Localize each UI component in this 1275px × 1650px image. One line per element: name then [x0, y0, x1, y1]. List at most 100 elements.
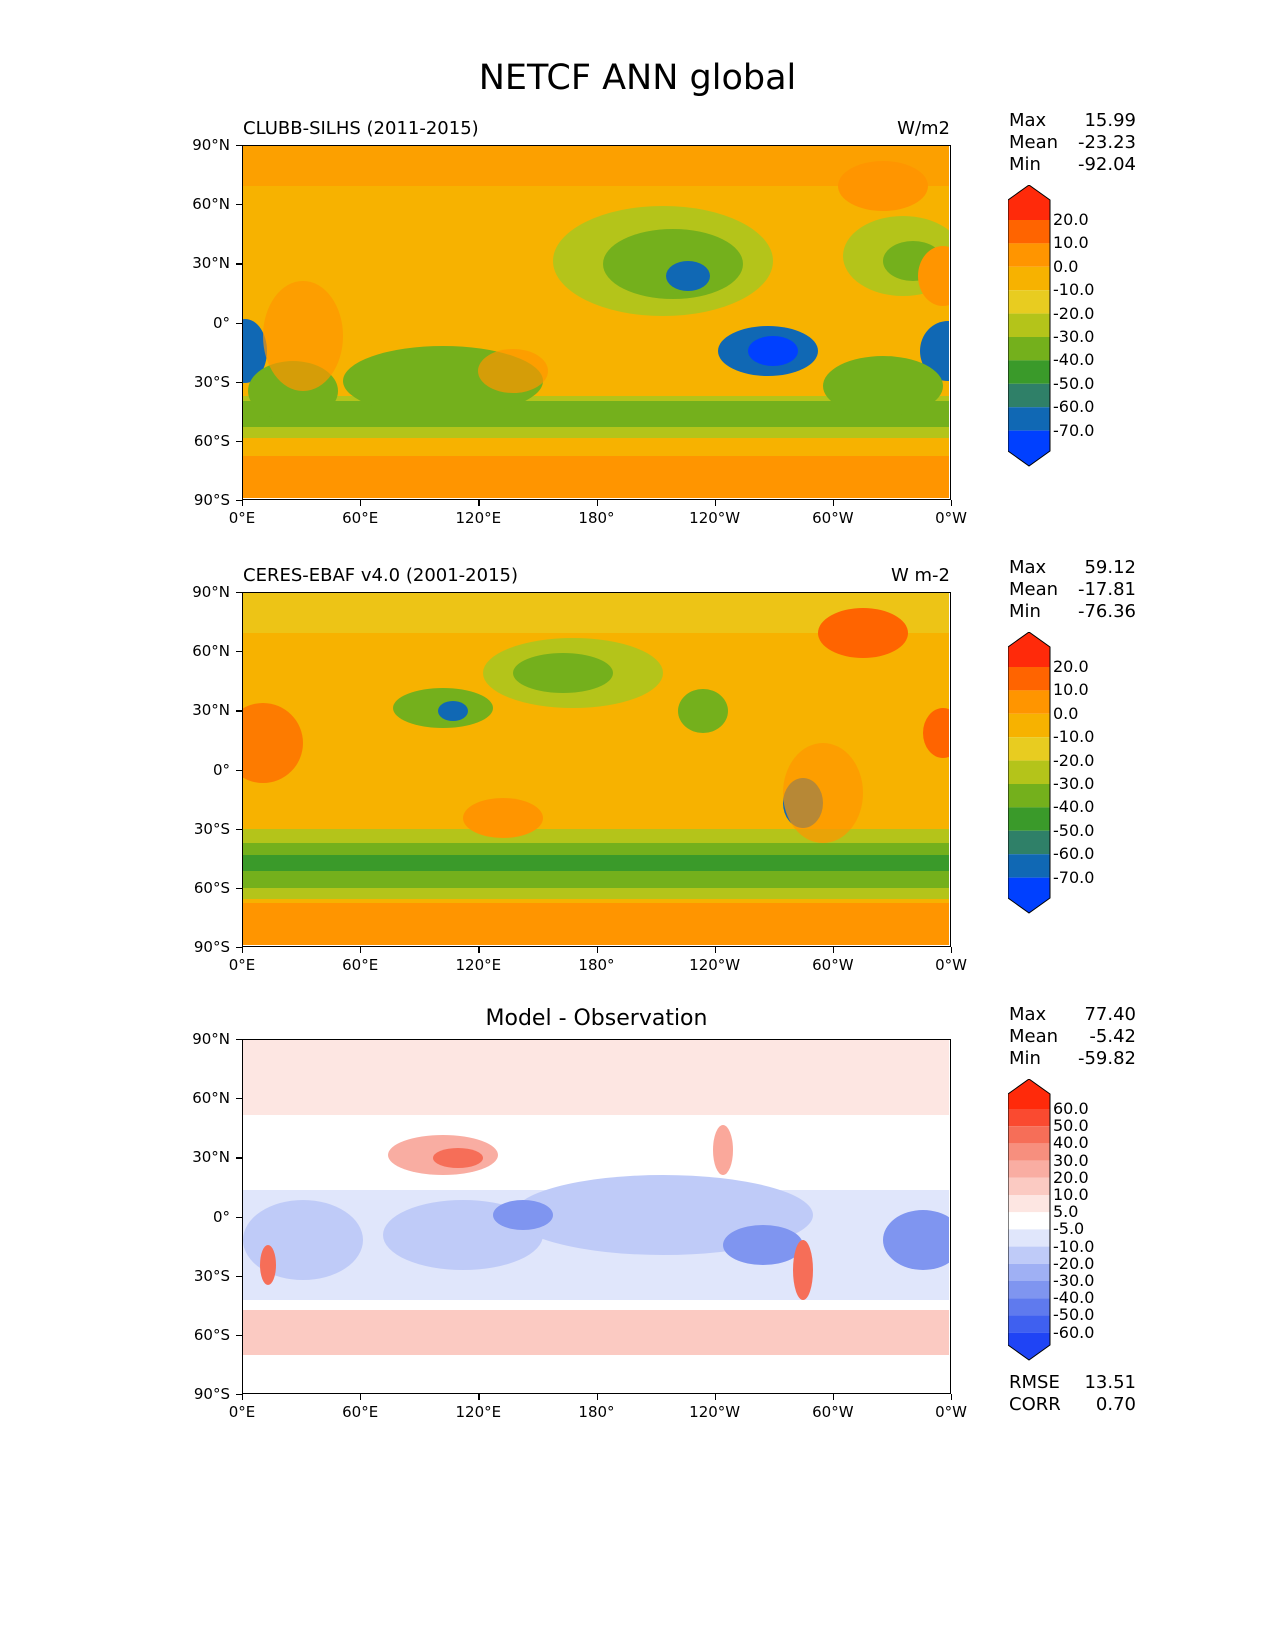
- stat-row: RMSE 13.51: [1009, 1372, 1136, 1394]
- lat-tick: [236, 1039, 242, 1041]
- lon-tick: [478, 1394, 480, 1400]
- lat-tick: [236, 381, 242, 383]
- stat-label: Min: [1009, 1048, 1041, 1069]
- stat-row: CORR 0.70: [1009, 1394, 1136, 1416]
- lon-tick: [714, 1394, 716, 1400]
- lat-tick-label: 30°N: [192, 1148, 230, 1167]
- lat-tick-label: 60°S: [193, 431, 230, 450]
- lat-tick: [236, 1394, 242, 1396]
- lat-tick-label: 90°N: [192, 1030, 230, 1048]
- lon-tick-label: 120°W: [689, 956, 741, 974]
- colorbar-level-label: 30.0: [1053, 1150, 1089, 1170]
- lat-tick-label: 90°N: [192, 136, 230, 154]
- lon-tick: [714, 947, 716, 953]
- colorbar-level-label: 50.0: [1053, 1116, 1089, 1136]
- stat-value: -92.04: [1077, 154, 1136, 175]
- lon-tick-label: 0°W: [935, 1403, 967, 1421]
- lat-tick-label: 30°S: [193, 1266, 230, 1285]
- lon-tick-label: 180°: [578, 509, 615, 527]
- lat-tick: [236, 500, 242, 502]
- lon-tick: [360, 500, 362, 506]
- colorbar-level-label: -10.0: [1053, 1236, 1095, 1256]
- panel3-rmse-corr: RMSE 13.51 CORR 0.70: [1009, 1372, 1136, 1416]
- lat-tick: [236, 440, 242, 443]
- colorbar-level-label: -50.0: [1053, 1305, 1095, 1325]
- stat-value: -5.42: [1089, 1026, 1136, 1047]
- lat-tick: [236, 204, 242, 206]
- lon-tick-label: 0°E: [228, 1403, 256, 1421]
- lon-tick-label: 0°W: [935, 509, 967, 527]
- lon-tick-label: 60°W: [812, 509, 854, 527]
- lat-tick: [236, 145, 242, 147]
- colorbar-level-label: -10.0: [1053, 280, 1095, 300]
- stat-label: Mean: [1009, 1026, 1059, 1047]
- stat-row: Mean -5.42: [1009, 1026, 1136, 1048]
- colorbar-level-label: 5.0: [1053, 1202, 1079, 1222]
- lat-tick-label: 30°N: [192, 254, 230, 273]
- stat-value: -17.81: [1077, 579, 1136, 600]
- lon-tick-label: 120°E: [455, 956, 502, 974]
- lon-tick-label: 60°E: [342, 1403, 379, 1421]
- lon-tick: [596, 500, 598, 506]
- colorbar-level-label: -30.0: [1053, 327, 1095, 346]
- panel2-map: [242, 592, 951, 947]
- lat-tick: [236, 710, 242, 712]
- colorbar-level-label: 20.0: [1053, 657, 1089, 676]
- stat-value: -59.82: [1077, 1048, 1136, 1069]
- stat-label: Mean: [1009, 132, 1059, 153]
- colorbar-level-label: -10.0: [1053, 727, 1095, 747]
- colorbar-level-label: 10.0: [1053, 1185, 1089, 1204]
- lat-tick: [236, 1334, 242, 1337]
- lon-tick: [360, 1394, 362, 1400]
- stat-label: Max: [1009, 557, 1047, 578]
- panel2-stats: Max 59.12 Mean -17.81 Min -76.36: [1009, 557, 1136, 623]
- stat-label: RMSE: [1009, 1372, 1060, 1393]
- stat-label: Mean: [1009, 579, 1059, 600]
- panel3-map: [242, 1039, 951, 1394]
- panel1-colorbar: [1007, 184, 1052, 471]
- lat-tick: [236, 263, 242, 265]
- lat-tick-label: 0°: [212, 760, 230, 779]
- stat-row: Min -76.36: [1009, 601, 1136, 623]
- lon-tick-label: 60°W: [812, 1403, 854, 1421]
- colorbar-level-label: 20.0: [1053, 1167, 1089, 1187]
- lat-tick-label: 90°S: [193, 938, 230, 956]
- lat-tick: [236, 592, 242, 594]
- colorbar-level-label: -5.0: [1053, 1219, 1085, 1239]
- panel2-units: W m-2: [890, 565, 950, 586]
- stat-row: Min -59.82: [1009, 1048, 1136, 1070]
- stat-row: Min -92.04: [1009, 154, 1136, 176]
- colorbar-level-label: -60.0: [1053, 844, 1095, 864]
- colorbar-level-label: 20.0: [1053, 210, 1089, 229]
- lon-tick: [478, 947, 480, 953]
- panel1-map: [242, 145, 951, 500]
- lat-tick: [236, 828, 242, 830]
- lon-tick: [714, 500, 716, 506]
- stat-label: CORR: [1009, 1394, 1061, 1415]
- lon-tick-label: 120°W: [689, 509, 741, 527]
- stat-value: -76.36: [1077, 601, 1136, 622]
- lat-tick-label: 60°S: [193, 878, 230, 897]
- panel1-stats: Max 15.99 Mean -23.23 Min -92.04: [1009, 110, 1136, 176]
- colorbar-level-label: 10.0: [1053, 680, 1089, 700]
- stat-value: 0.70: [1095, 1394, 1136, 1415]
- lat-tick-label: 90°S: [193, 491, 230, 509]
- colorbar-level-label: 60.0: [1053, 1099, 1089, 1118]
- lon-tick: [951, 500, 953, 506]
- colorbar-level-label: 0.0: [1053, 703, 1079, 723]
- lat-tick-label: 0°: [212, 313, 230, 332]
- lat-tick: [236, 769, 242, 771]
- colorbar-level-label: -40.0: [1053, 797, 1095, 817]
- lon-tick: [242, 500, 244, 506]
- lat-tick-label: 60°S: [193, 1325, 230, 1344]
- lon-tick: [832, 1394, 835, 1400]
- lon-tick-label: 180°: [578, 956, 615, 974]
- lon-tick-label: 0°E: [228, 509, 256, 527]
- colorbar-level-label: -20.0: [1053, 750, 1095, 770]
- stat-value: 77.40: [1084, 1004, 1136, 1025]
- lat-tick-label: 30°S: [193, 372, 230, 391]
- panel3-title: Model - Observation: [485, 1006, 708, 1031]
- lat-tick: [236, 1157, 242, 1159]
- colorbar-level-label: -60.0: [1053, 1322, 1095, 1342]
- lon-tick-label: 0°E: [228, 956, 256, 974]
